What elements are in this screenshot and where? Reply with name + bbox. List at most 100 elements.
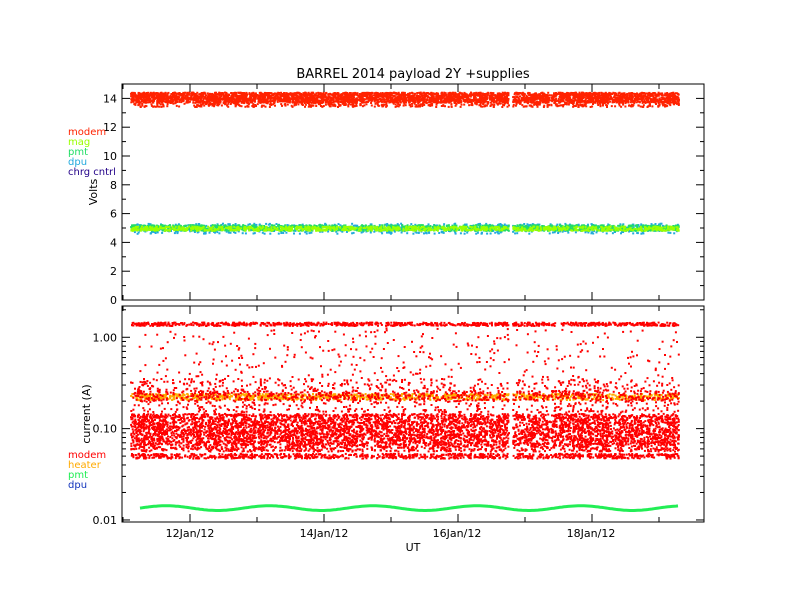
mag-point xyxy=(580,226,583,229)
mag-point xyxy=(658,229,661,232)
mag-point xyxy=(291,226,294,229)
dpu-point xyxy=(369,231,372,234)
dpu-point xyxy=(641,231,644,234)
modem-point xyxy=(391,94,393,97)
modem-point xyxy=(444,92,447,95)
modem-point xyxy=(489,101,492,104)
mag-point xyxy=(586,229,589,232)
modem-point xyxy=(588,98,591,101)
pmt-point xyxy=(594,224,597,227)
mag-point xyxy=(206,229,209,232)
modem-point xyxy=(555,94,558,97)
pmt-point xyxy=(334,224,337,227)
pmt-point xyxy=(608,224,611,227)
modem-point xyxy=(596,100,599,103)
dpu-point xyxy=(412,232,415,235)
mag-point xyxy=(589,227,592,230)
pmt-point xyxy=(504,228,507,231)
mag-point xyxy=(135,228,138,231)
modem-point xyxy=(529,96,532,99)
dpu-point xyxy=(516,232,519,235)
pmt-point xyxy=(417,224,420,227)
dpu-point xyxy=(496,231,499,233)
mag-point xyxy=(558,229,561,232)
dpu-point xyxy=(595,231,598,234)
mag-point xyxy=(463,227,466,230)
mag-point xyxy=(315,229,318,232)
pmt-point xyxy=(362,228,364,231)
mag-point xyxy=(677,229,680,232)
dpu-point xyxy=(293,232,295,235)
mag-point xyxy=(429,229,432,232)
mag-point xyxy=(613,225,616,228)
dpu-point xyxy=(176,230,179,233)
pmt-point xyxy=(469,227,472,230)
mag-point xyxy=(247,226,250,229)
pmt-point xyxy=(390,226,392,229)
mag-point xyxy=(594,227,597,230)
mag-point xyxy=(436,226,439,229)
modem-point xyxy=(654,94,657,97)
mag-point xyxy=(386,229,389,232)
dpu-point xyxy=(268,222,271,225)
pmt-point xyxy=(617,224,620,227)
pmt-point xyxy=(566,229,569,232)
mag-point xyxy=(622,229,625,232)
pmt-point xyxy=(279,229,282,232)
dpu-point xyxy=(577,223,580,226)
pmt-point xyxy=(247,227,250,230)
dpu-point xyxy=(406,232,409,235)
dpu-point xyxy=(218,232,221,235)
modem-point xyxy=(610,96,612,99)
mag-point xyxy=(552,226,555,228)
mag-point xyxy=(633,227,636,230)
mag-point xyxy=(616,227,619,230)
pmt-point xyxy=(176,224,179,227)
modem-point xyxy=(279,95,282,98)
mag-point xyxy=(545,226,548,228)
mag-point xyxy=(229,227,232,230)
mag-point xyxy=(180,228,182,231)
dpu-point xyxy=(356,224,359,227)
mag-point xyxy=(472,228,475,231)
modem-point xyxy=(418,101,421,103)
mag-point xyxy=(606,229,609,232)
dpu-point xyxy=(345,230,348,233)
mag-point xyxy=(429,227,432,230)
mag-point xyxy=(366,229,369,232)
mag-point xyxy=(311,228,314,231)
mag-point xyxy=(669,225,672,228)
mag-point xyxy=(250,227,253,230)
mag-point xyxy=(652,228,655,231)
mag-point xyxy=(225,226,227,229)
pmt-point xyxy=(636,226,639,229)
pmt-point xyxy=(160,224,163,227)
modem-point xyxy=(445,93,448,96)
pmt-point xyxy=(479,225,482,227)
pmt-point xyxy=(426,225,429,228)
pmt-point xyxy=(618,224,621,227)
mag-point xyxy=(553,228,556,231)
dpu-point xyxy=(523,223,526,225)
dpu-point xyxy=(154,230,156,233)
modem-point xyxy=(225,100,228,103)
pmt-point xyxy=(153,224,156,227)
mag-point xyxy=(462,225,464,228)
modem-point xyxy=(389,95,392,98)
dpu-point xyxy=(210,224,213,227)
modem-point xyxy=(173,98,176,101)
dpu-point xyxy=(528,232,531,235)
dpu-point xyxy=(203,232,205,235)
pmt-point xyxy=(468,227,471,230)
mag-point xyxy=(525,229,527,232)
mag-point xyxy=(252,229,255,232)
modem-point xyxy=(589,91,591,94)
mag-point xyxy=(604,229,607,232)
dpu-point xyxy=(476,231,479,234)
dpu-point xyxy=(269,225,272,228)
pmt-point xyxy=(630,229,633,232)
modem-point xyxy=(177,92,180,95)
mag-point xyxy=(611,228,614,231)
modem-point xyxy=(192,101,195,104)
pmt-point xyxy=(336,229,339,232)
